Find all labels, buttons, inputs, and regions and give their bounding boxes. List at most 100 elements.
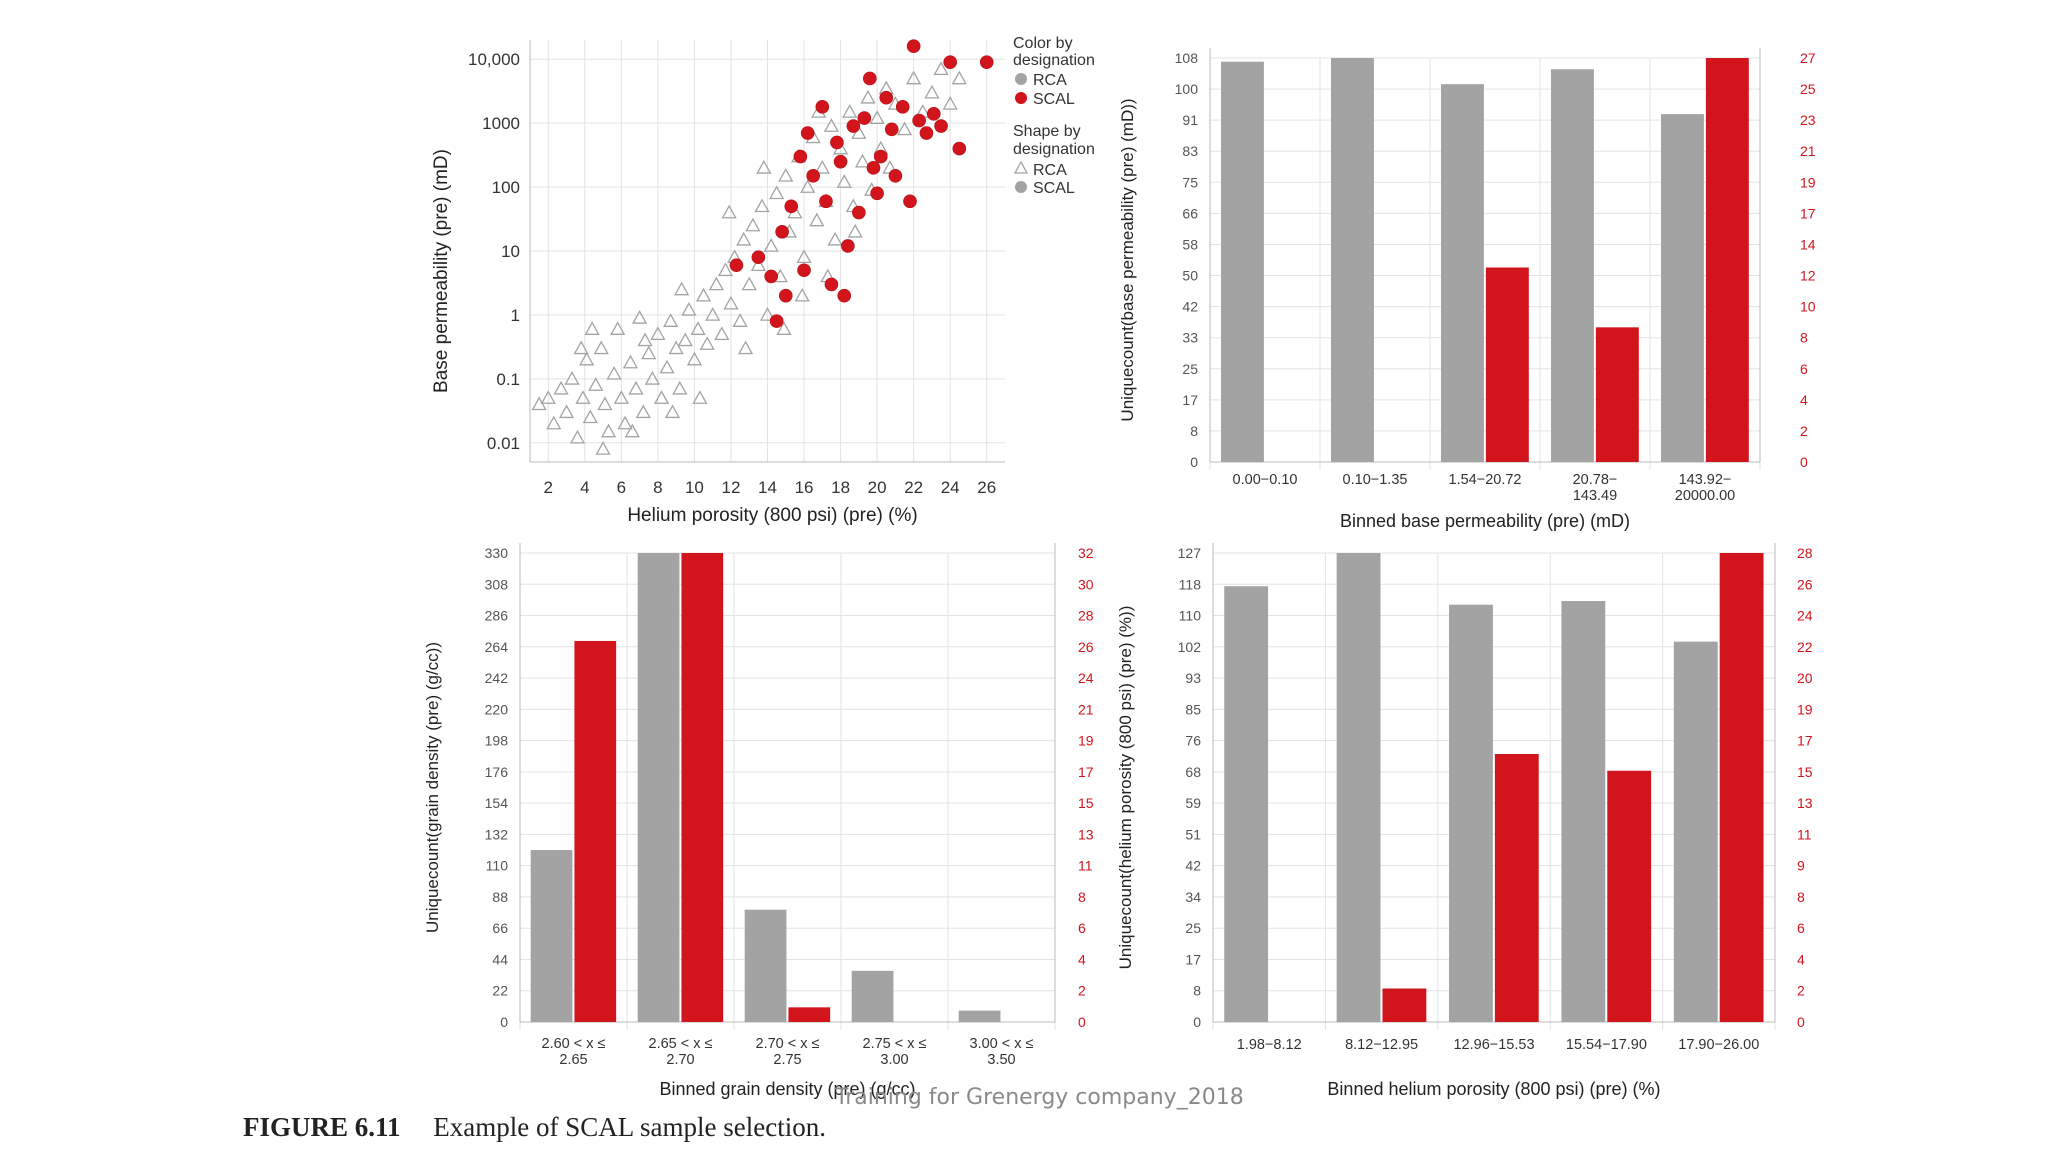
scatter-point-rca (763, 238, 779, 252)
bar-left-tick: 93 (1185, 670, 1201, 686)
bar-category-label: 1.54−20.72 (1449, 472, 1522, 488)
bar-right-tick: 19 (1078, 733, 1094, 749)
bar-right-tick: 19 (1797, 701, 1813, 717)
scatter-point-scal (833, 154, 848, 169)
bar-right-tick: 11 (1797, 826, 1812, 842)
bar-right-tick: 11 (1078, 858, 1093, 874)
bar-right-tick: 13 (1797, 795, 1813, 811)
bar-scal (1485, 267, 1529, 462)
scatter-point-rca (595, 441, 611, 455)
bar-category-label: 2.70 < x ≤2.75 (756, 1036, 820, 1068)
scatter-point-rca (750, 257, 766, 272)
legend-rca-label: RCA (1033, 72, 1067, 89)
scatter-x-tick: 14 (758, 478, 777, 497)
scatter-point-rca (558, 404, 575, 419)
bar-right-tick: 2 (1078, 983, 1086, 999)
bar-x-label: Binned helium porosity (800 psi) (pre) (… (1327, 1079, 1660, 1099)
bar-category-label: 0.00−0.10 (1233, 472, 1298, 488)
bar-left-tick: 110 (1179, 608, 1202, 624)
scatter-point-scal (846, 119, 861, 133)
bar-chart-1: 0 8 17 25 33 42 50 58 66 75 83 91 100 108 0 2 4 6 8 10 12 14 1… (1118, 48, 1816, 531)
bar-left-tick: 42 (1185, 858, 1201, 874)
scatter-x-tick: 22 (904, 478, 923, 497)
bar-right-tick: 25 (1800, 81, 1816, 97)
scatter-point-rca (622, 354, 639, 369)
scatter-point-rca (896, 121, 913, 136)
scatter-point-rca (674, 281, 690, 296)
bar-rca (1673, 641, 1718, 1022)
bar-left-tick: 0 (500, 1014, 508, 1030)
bar-y-label: Uniquecount(helium porosity (800 psi) (p… (1116, 606, 1135, 970)
bar-category-label: 20.78− 143.49 (1573, 472, 1618, 504)
scatter-point-rca (617, 415, 633, 430)
scatter-point-scal (906, 39, 921, 53)
scatter-point-scal (769, 314, 784, 328)
bar-category-label: 3.00 < x ≤3.50 (970, 1036, 1034, 1068)
bar-left-tick: 34 (1185, 889, 1201, 905)
scatter-point-rca (672, 380, 688, 395)
scatter-point-rca (906, 70, 922, 85)
bar-category-label: 17.90−26.00 (1678, 1037, 1759, 1053)
bar-chart-3: 0817253442515968768593102110118127024689… (1116, 543, 1813, 1099)
bar-left-tick: 17 (1182, 392, 1198, 408)
bar-left-tick: 8 (1190, 423, 1198, 439)
bar-category-label: 2.60 < x ≤2.65 (542, 1036, 606, 1068)
bar-x-label: Binned grain density (pre) (g/cc) (659, 1079, 915, 1099)
bar-right-tick: 0 (1078, 1014, 1086, 1030)
scatter-point-rca (741, 276, 757, 291)
scatter-point-rca (721, 204, 737, 219)
bar-left-tick: 220 (485, 701, 509, 717)
scatter-point-rca (624, 423, 640, 438)
bar-right-tick: 17 (1800, 205, 1816, 221)
scatter-point-rca (692, 390, 708, 404)
scatter-point-rca (677, 332, 693, 347)
bar-right-tick: 6 (1797, 920, 1805, 936)
bar-right-tick: 0 (1797, 1014, 1805, 1030)
bar-left-tick: 50 (1182, 268, 1198, 284)
bar-rca (1336, 553, 1381, 1022)
scatter-point-scal (778, 288, 793, 303)
scatter-y-tick: 0.01 (487, 434, 520, 453)
bar-left-tick: 75 (1182, 174, 1198, 190)
bar-right-tick: 4 (1800, 392, 1808, 408)
bar-left-tick: 108 (1175, 50, 1199, 66)
bar-left-tick: 91 (1182, 112, 1198, 128)
scatter-point-rca (553, 380, 569, 395)
scatter-point-scal (819, 194, 833, 209)
bar-left-tick: 127 (1178, 545, 1202, 561)
caption-text: Example of SCAL sample selection. (433, 1112, 826, 1142)
bar-left-tick: 22 (492, 983, 508, 999)
legend-shape-title: designation (1013, 141, 1095, 158)
legend-rca-swatch (1015, 73, 1027, 85)
scatter-point-rca (569, 429, 586, 444)
bar-right-tick: 28 (1797, 545, 1813, 561)
bar-rca (1441, 84, 1484, 463)
bar-right-tick: 6 (1078, 920, 1086, 936)
scatter-point-rca (714, 326, 730, 341)
scatter-point-rca (778, 167, 794, 182)
bar-left-tick: 88 (492, 889, 508, 905)
scatter-x-tick: 20 (868, 478, 887, 497)
bar-left-tick: 66 (492, 920, 508, 936)
scatter-point-rca (860, 89, 876, 104)
scatter-point-rca (540, 390, 556, 404)
bar-left-tick: 308 (485, 576, 509, 592)
bar-right-tick: 20 (1797, 670, 1813, 686)
bar-category-label: 2.75 < x ≤3.00 (863, 1036, 927, 1068)
scatter-point-scal (775, 224, 789, 239)
scatter-point-scal (919, 126, 934, 140)
bar-right-tick: 19 (1800, 174, 1816, 190)
scatter-point-scal (852, 205, 866, 220)
bar-right-tick: 15 (1078, 795, 1094, 811)
scatter-point-rca (606, 365, 622, 380)
bar-rca (1449, 604, 1493, 1022)
legend-shape-scal-label: SCAL (1033, 180, 1075, 197)
bar-left-tick: 176 (485, 764, 509, 780)
scatter-point-rca (736, 231, 752, 246)
scatter-point-scal (830, 135, 844, 150)
scatter-point-rca (732, 313, 748, 327)
scatter-point-scal (797, 263, 811, 278)
bar-left-tick: 198 (485, 733, 509, 749)
bar-chart-2: 0224466881101321541761982202422642863083… (423, 543, 1094, 1099)
bar-right-tick: 4 (1078, 951, 1086, 967)
